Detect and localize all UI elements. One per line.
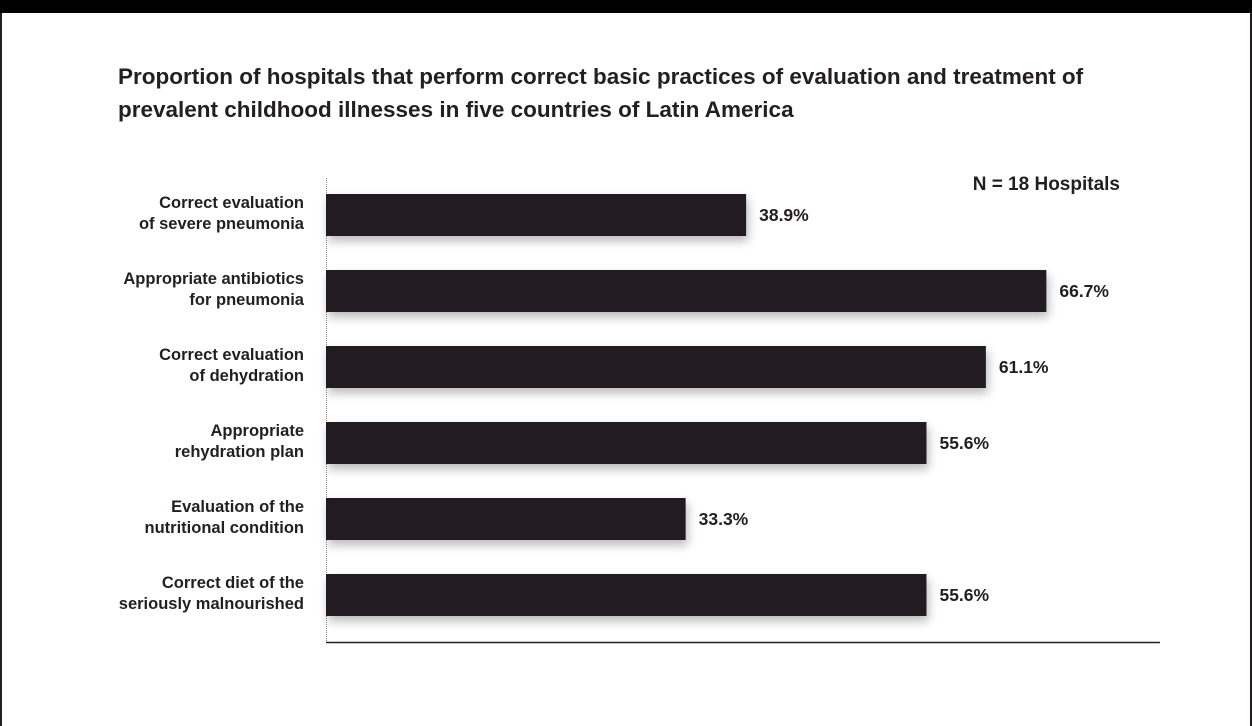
value-label: 55.6% (939, 585, 989, 605)
category-label: Correct diet of the seriously malnourishe… (119, 574, 304, 613)
value-label: 61.1% (999, 357, 1049, 377)
chart-title: Proportion of hospitals that perform cor… (118, 64, 1084, 122)
category-label-line: Evaluation of the (171, 498, 304, 516)
category-label-line: rehydration plan (175, 443, 304, 461)
bar (326, 422, 927, 464)
category-label-line: of dehydration (189, 367, 304, 385)
bar (326, 346, 986, 388)
category-label-line: nutritional condition (145, 519, 304, 537)
value-label: 55.6% (939, 433, 989, 453)
value-label: 66.7% (1059, 281, 1109, 301)
category-label-line: Correct evaluation (159, 194, 304, 212)
bar (326, 574, 927, 616)
category-label-line: Correct evaluation (159, 346, 304, 364)
category-label-line: Correct diet of the (162, 574, 304, 592)
category-label: Correct evaluation of severe pneumonia (139, 194, 305, 233)
category-label-line: for pneumonia (189, 291, 304, 309)
value-label: 33.3% (699, 509, 749, 529)
category-label-line: Appropriate (210, 422, 304, 440)
bar (326, 270, 1047, 312)
category-label: Correct evaluation of dehydration (159, 346, 304, 385)
category-label-line: Appropriate antibiotics (123, 270, 304, 288)
category-label-line: seriously malnourished (119, 595, 304, 613)
category-label: Appropriate antibiotics for pneumonia (123, 270, 304, 309)
category-label: Appropriate rehydration plan (175, 422, 304, 461)
bar (326, 194, 747, 236)
value-label: 38.9% (759, 205, 809, 225)
category-label-line: of severe pneumonia (139, 215, 305, 233)
sample-size-note: N = 18 Hospitals (972, 174, 1120, 195)
top-border-bar (0, 0, 1252, 13)
category-label: Evaluation of the nutritional condition (145, 498, 304, 537)
bar (326, 498, 686, 540)
